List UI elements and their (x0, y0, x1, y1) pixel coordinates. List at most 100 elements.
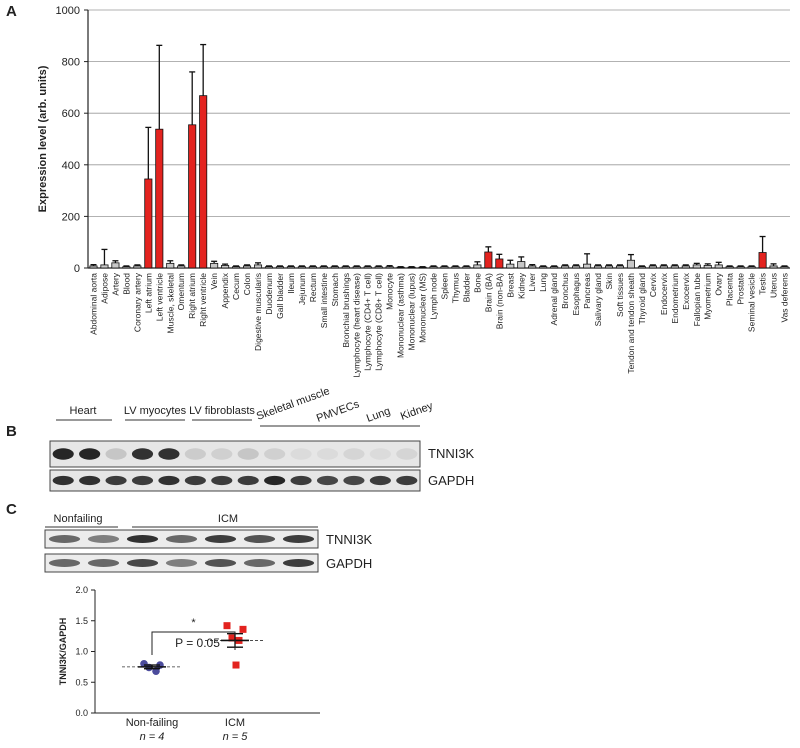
bar (615, 265, 625, 269)
bar (286, 266, 295, 269)
x-tick-label: Prostate (736, 273, 746, 305)
x-tick-label: Cervix (648, 272, 658, 297)
blot-row-label: TNNI3K (326, 532, 373, 547)
x-tick-label: Myometrium (703, 273, 713, 320)
bar (429, 266, 438, 269)
panel-label: A (6, 3, 17, 20)
blot-band (126, 559, 159, 567)
bar (539, 266, 548, 269)
lane-label: Lung (365, 405, 392, 425)
x-tick-label: Small intestine (319, 273, 329, 329)
lane-label: PMVECs (315, 398, 362, 425)
panel-label: C (6, 501, 17, 518)
bar (133, 265, 142, 269)
bar (506, 263, 515, 269)
y-tick-label: 1.5 (75, 616, 88, 626)
x-tick-label: Spleen (439, 273, 449, 300)
bar (451, 266, 460, 269)
bar (583, 263, 592, 269)
y-tick-label: 0.0 (75, 708, 88, 718)
x-tick-label: Tendon and tendon sheath (626, 273, 636, 374)
bar (396, 266, 405, 269)
x-tick-label: Cecum (231, 273, 241, 300)
y-tick-label: 800 (62, 57, 80, 69)
lane-label: ICM (218, 513, 238, 525)
x-tick-label: Brain (BA) (483, 273, 493, 312)
bar (385, 266, 394, 269)
x-tick-label: Uterus (769, 273, 779, 298)
blot-strip (49, 469, 421, 492)
x-tick-label: Kidney (516, 272, 526, 299)
bar (484, 251, 493, 269)
blot-band (105, 475, 127, 486)
blot-band (87, 559, 120, 567)
bar (264, 266, 274, 269)
annotation: P = 0.05 (175, 636, 220, 650)
blot-band (282, 559, 315, 567)
x-tick-label: Stomach (330, 273, 340, 307)
blot-band (369, 475, 391, 486)
x-tick-label: Mononuclear (asthma) (396, 273, 406, 358)
x-tick-label: Endocervix (659, 272, 669, 315)
bar (308, 266, 317, 269)
x-tick-label: Lymphocyte (CD4+ T cell) (363, 273, 373, 371)
bar (550, 266, 559, 269)
x-tick-label: Bone (472, 273, 482, 293)
blot-band (343, 475, 365, 486)
blot-band (264, 448, 286, 460)
blot-band (131, 475, 154, 486)
bar (637, 266, 646, 269)
bar (714, 264, 723, 269)
blot-band (211, 448, 233, 460)
panel-label: B (6, 423, 17, 440)
blot-band (165, 559, 198, 567)
x-tick-label: Lung (538, 273, 548, 292)
bar (407, 266, 416, 269)
annotation: * (191, 617, 196, 629)
x-tick-label: Ileum (286, 273, 296, 294)
bar (769, 265, 778, 269)
bar (659, 265, 668, 269)
bar (572, 265, 581, 269)
blot-band (343, 448, 365, 460)
x-tick-label: Lymphocyte (CD8+ T cell) (374, 273, 384, 371)
x-tick-label: Right ventricle (198, 273, 208, 327)
blot-band (243, 535, 276, 543)
x-tick-label: Bronchial brushings (341, 273, 351, 348)
bar (297, 266, 306, 269)
x-tick-label: Pancreas (582, 273, 592, 309)
x-tick-label: Lymphocyte (heart disease) (352, 273, 362, 378)
bar (166, 262, 175, 269)
x-tick-label: Coronary artery (132, 272, 142, 332)
x-tick-label: Liver (527, 273, 537, 292)
blot-row-label: GAPDH (428, 473, 474, 488)
blot-row-label: TNNI3K (428, 446, 475, 461)
x-tick-label: Breast (505, 272, 515, 297)
bar (528, 265, 537, 269)
x-tick-label: Esophagus (571, 273, 581, 316)
x-tick-label: Testis (758, 273, 768, 295)
bar (418, 266, 427, 269)
blot-band (211, 475, 233, 486)
blot-band (165, 535, 198, 543)
blot-band (204, 535, 237, 543)
blot-band (237, 475, 259, 486)
x-tick-label: Fallopian tube (692, 273, 702, 327)
x-tick-label: Mononuclear (MS) (418, 273, 428, 343)
bar (155, 128, 164, 269)
x-tick-label: Duodenum (264, 273, 274, 315)
bar (122, 266, 131, 269)
y-tick-label: 1.0 (75, 647, 88, 657)
x-tick-label: Left atrium (143, 273, 153, 313)
x-tick-label: Vas deferens (780, 273, 790, 322)
x-tick-label: Omentum (176, 273, 186, 310)
blot-band (369, 448, 391, 460)
blot-band (79, 475, 101, 486)
bar (374, 266, 383, 269)
blot-band (282, 535, 315, 543)
bar (462, 266, 471, 269)
x-tick-label: Rectum (308, 273, 318, 302)
bar (670, 265, 679, 269)
lane-label: Kidney (399, 400, 435, 423)
lane-label: LV myocytes (124, 405, 187, 417)
